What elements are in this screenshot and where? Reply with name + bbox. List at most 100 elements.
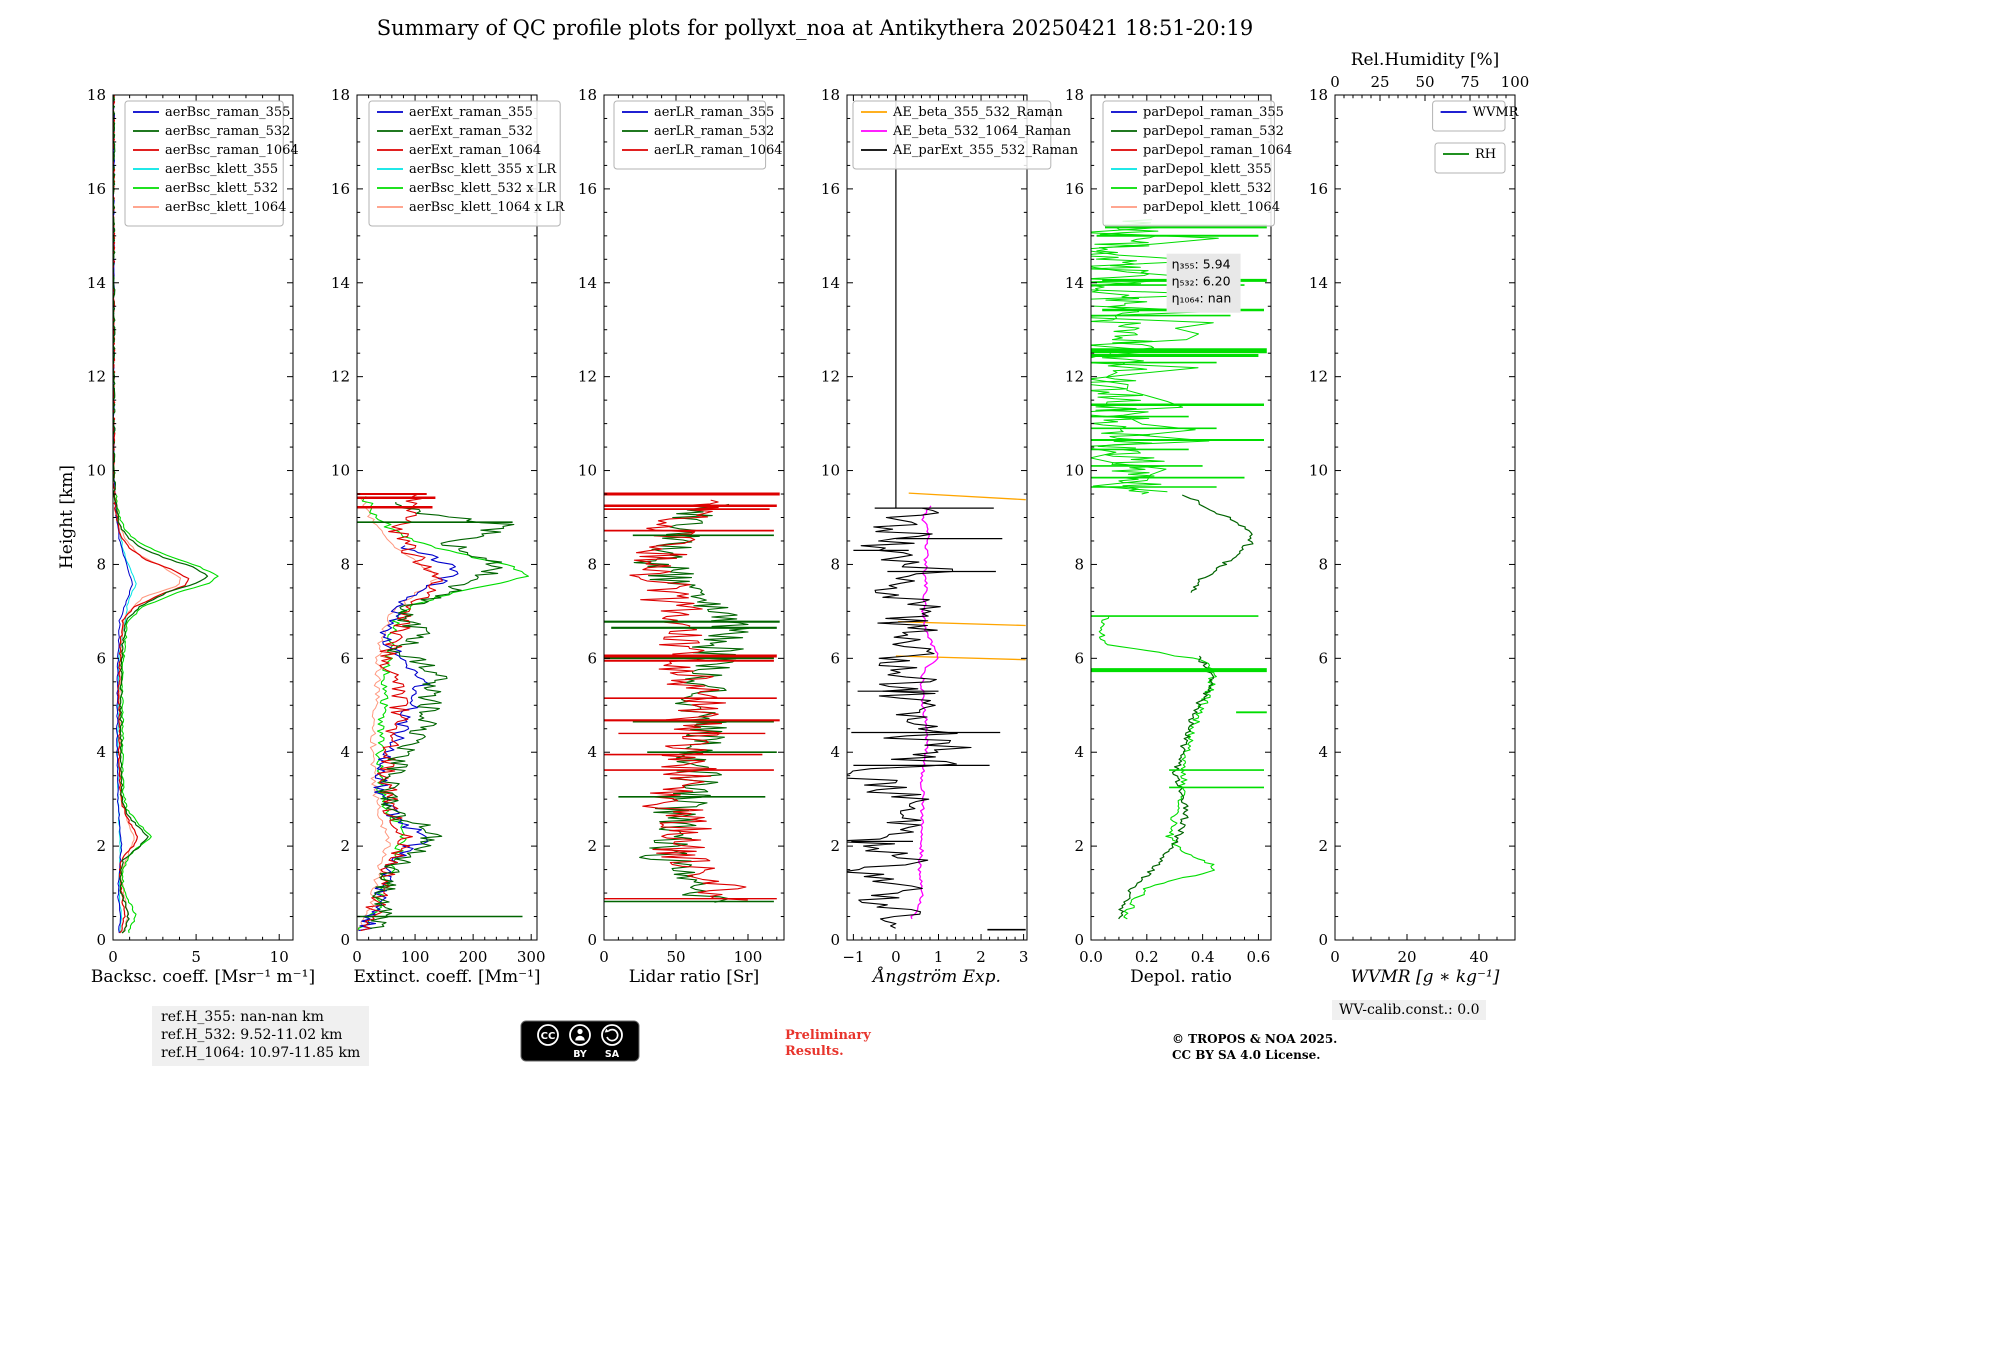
y-tick-label: 8 bbox=[1318, 555, 1328, 573]
ref-h-1064: ref.H_1064: 10.97-11.85 km bbox=[161, 1044, 361, 1061]
y-tick-label: 18 bbox=[87, 86, 106, 104]
preliminary-line1: Preliminary bbox=[785, 1028, 871, 1043]
legend-label: aerExt_raman_1064 bbox=[409, 143, 541, 158]
y-tick-label: 16 bbox=[331, 180, 350, 198]
series-AE_beta_355_532_seg_low bbox=[895, 655, 1026, 661]
y-tick-label: 2 bbox=[340, 837, 350, 855]
legend-label: aerLR_raman_355 bbox=[654, 105, 774, 120]
y-tick-label: 6 bbox=[1318, 649, 1328, 667]
top-tick-label: 75 bbox=[1460, 73, 1479, 91]
series-aerExt_raman_1064 bbox=[360, 493, 443, 932]
legend-label: parDepol_raman_532 bbox=[1143, 124, 1284, 139]
y-tick-label: 6 bbox=[340, 649, 350, 667]
legend-label: aerBsc_klett_532 x LR bbox=[409, 181, 557, 196]
series-aerBsc_klett_1064_xLR bbox=[357, 496, 439, 931]
y-tick-label: 18 bbox=[821, 86, 840, 104]
by-person-head bbox=[577, 1028, 583, 1035]
legend-box: aerBsc_raman_355 aerBsc_raman_532 aerBsc_r… bbox=[124, 100, 299, 227]
series-parDepol_raman_532_high bbox=[1181, 494, 1254, 593]
y-tick-label: 2 bbox=[96, 837, 106, 855]
series-AE_beta_355_532_seg_mid bbox=[898, 621, 1026, 627]
y-tick-label: 10 bbox=[1309, 462, 1328, 480]
y-tick-label: 12 bbox=[87, 368, 106, 386]
y-tick-label: 2 bbox=[1318, 837, 1328, 855]
y-tick-label: 16 bbox=[87, 180, 106, 198]
sa-arrow-arc bbox=[606, 1028, 619, 1042]
series-parDepol_klett_532_low bbox=[1098, 616, 1217, 920]
y-tick-label: 8 bbox=[830, 555, 840, 573]
series-AE_beta_532_1064_Raman bbox=[910, 505, 939, 920]
eta-line: η₁₀₆₄: nan bbox=[1172, 291, 1232, 306]
series-AE_parExt_355_532_Raman bbox=[847, 507, 972, 929]
x-tick-label: 0 bbox=[599, 948, 609, 966]
y-tick-label: 14 bbox=[821, 274, 840, 292]
y-tick-label: 6 bbox=[830, 649, 840, 667]
series-AE_beta_355_532_seg_top bbox=[908, 492, 1026, 501]
legend-label: parDepol_raman_355 bbox=[1143, 105, 1284, 120]
series-aerLR_raman_1064 bbox=[629, 499, 748, 901]
y-tick-label: 14 bbox=[87, 274, 106, 292]
y-tick-label: 12 bbox=[331, 368, 350, 386]
y-tick-label: 12 bbox=[1309, 368, 1328, 386]
top-tick-label: 25 bbox=[1370, 73, 1389, 91]
top-tick-label: 50 bbox=[1415, 73, 1434, 91]
x-axis-label: Ångström Exp. bbox=[871, 966, 1001, 987]
x-tick-label: 0.0 bbox=[1079, 948, 1103, 966]
legend-label: parDepol_klett_1064 bbox=[1143, 200, 1280, 215]
y-tick-label: 14 bbox=[1065, 274, 1084, 292]
legend-box: RH bbox=[1434, 142, 1506, 174]
y-tick-label: 14 bbox=[578, 274, 597, 292]
cc-icon bbox=[537, 1024, 559, 1046]
series-aerExt_raman_532 bbox=[370, 501, 515, 929]
legend-label: aerBsc_klett_355 bbox=[165, 162, 278, 177]
axes-frame bbox=[846, 94, 1028, 941]
y-tick-label: 0 bbox=[830, 931, 840, 949]
x-axis-label: Extinct. coeff. [Mm⁻¹] bbox=[353, 967, 540, 987]
legend-label: AE_beta_355_532_Raman bbox=[892, 105, 1063, 120]
y-tick-label: 18 bbox=[1065, 86, 1084, 104]
y-tick-label: 10 bbox=[1065, 462, 1084, 480]
y-tick-label: 16 bbox=[821, 180, 840, 198]
x-tick-label: 0.6 bbox=[1247, 948, 1271, 966]
legend-label: parDepol_raman_1064 bbox=[1143, 143, 1292, 158]
y-tick-label: 6 bbox=[96, 649, 106, 667]
x-axis-label: Depol. ratio bbox=[1130, 967, 1232, 987]
legend-box: WVMR bbox=[1432, 100, 1520, 132]
y-tick-label: 2 bbox=[830, 837, 840, 855]
preliminary-line2: Results. bbox=[785, 1044, 844, 1060]
copyright-line1: © TROPOS & NOA 2025. bbox=[1172, 1032, 1338, 1046]
copyright-note: © TROPOS & NOA 2025. CC BY SA 4.0 Licens… bbox=[1172, 1032, 1337, 1063]
y-tick-label: 8 bbox=[587, 555, 597, 573]
legend-box: aerLR_raman_355 aerLR_raman_532 aerLR_rama… bbox=[613, 100, 783, 170]
legend-label: RH bbox=[1475, 147, 1496, 162]
legend-box: parDepol_raman_355 parDepol_raman_532 parD… bbox=[1102, 100, 1292, 227]
x-tick-label: 0 bbox=[352, 948, 362, 966]
axes-frame bbox=[1334, 94, 1516, 941]
legend-label: parDepol_klett_532 bbox=[1143, 181, 1272, 196]
legend-label: WVMR bbox=[1473, 105, 1520, 120]
y-tick-label: 0 bbox=[1074, 931, 1084, 949]
legend-label: aerBsc_klett_532 bbox=[165, 181, 278, 196]
y-tick-label: 0 bbox=[96, 931, 106, 949]
eta-line: η₃₅₅: 5.94 bbox=[1172, 257, 1231, 272]
x-tick-label: 3 bbox=[1019, 948, 1029, 966]
y-tick-label: 8 bbox=[340, 555, 350, 573]
x-tick-label: 40 bbox=[1469, 948, 1488, 966]
legend-label: aerExt_raman_532 bbox=[409, 124, 533, 139]
y-tick-label: 14 bbox=[331, 274, 350, 292]
y-tick-label: 2 bbox=[1074, 837, 1084, 855]
y-tick-label: 8 bbox=[1074, 555, 1084, 573]
y-tick-label: 4 bbox=[340, 743, 350, 761]
x-tick-label: 0 bbox=[108, 948, 118, 966]
legend-label: aerBsc_raman_1064 bbox=[165, 143, 299, 158]
top-tick-label: 100 bbox=[1501, 73, 1530, 91]
x-tick-label: −1 bbox=[842, 948, 864, 966]
x-axis-label: Backsc. coeff. [Msr⁻¹ m⁻¹] bbox=[91, 967, 315, 987]
reference-heights-box: ref.H_355: nan-nan km ref.H_532: 9.52-11… bbox=[152, 1006, 370, 1066]
y-tick-label: 2 bbox=[587, 837, 597, 855]
x-tick-label: 0.4 bbox=[1191, 948, 1215, 966]
